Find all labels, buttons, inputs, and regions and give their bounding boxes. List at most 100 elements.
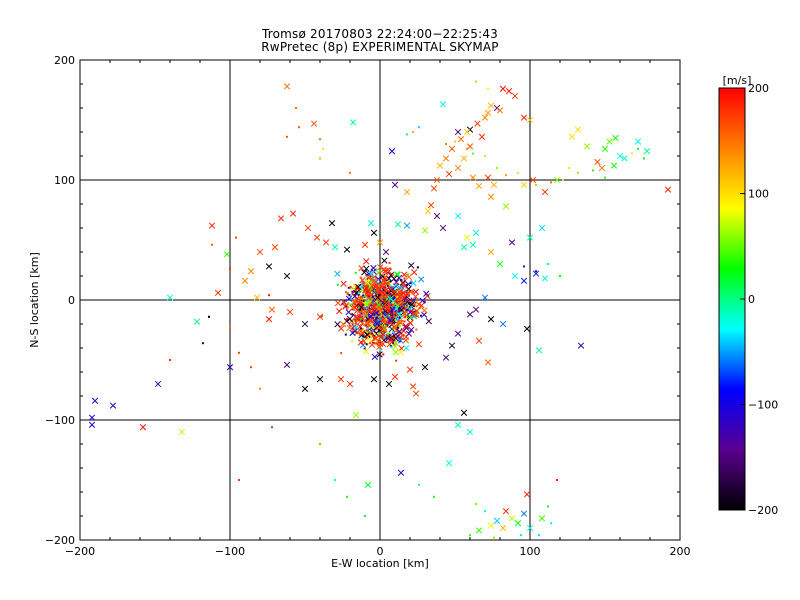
data-point-dot (363, 341, 366, 344)
data-point-dot (370, 274, 373, 277)
colorbar-tick-label: 100 (748, 188, 769, 201)
data-point-cross (387, 287, 395, 294)
data-point-cross (380, 325, 388, 333)
data-point-dot (362, 304, 365, 307)
data-point-cross (346, 315, 354, 323)
data-point-dot (358, 314, 361, 317)
data-point-cross (466, 428, 474, 436)
data-point-dot (345, 307, 348, 310)
data-point-cross (384, 312, 391, 319)
data-point-cross (469, 174, 477, 181)
data-point-cross (409, 383, 417, 390)
data-point-cross (484, 109, 492, 116)
data-point-dot (403, 320, 406, 323)
data-point-cross (345, 295, 353, 302)
data-point-cross (372, 335, 380, 342)
data-point-dot (365, 311, 368, 314)
data-point-cross (397, 469, 405, 476)
data-point-dot (386, 284, 389, 287)
data-point-dot (404, 315, 407, 318)
data-point-cross (386, 308, 393, 315)
data-point-dot (386, 334, 389, 337)
data-point-cross (520, 510, 528, 517)
data-point-cross (508, 239, 516, 246)
data-point-dot (394, 335, 397, 338)
data-point-dot (360, 295, 363, 298)
data-point-dot (378, 335, 381, 338)
data-point-cross (265, 263, 273, 270)
data-point-cross (427, 202, 435, 209)
data-point-cross (403, 222, 411, 229)
data-point-cross (616, 152, 624, 160)
data-point-cross (606, 138, 613, 145)
data-point-cross (349, 119, 357, 126)
data-point-cross (331, 244, 339, 251)
data-point-cross (178, 428, 186, 436)
data-point-dot (362, 297, 365, 300)
data-point-cross (214, 289, 222, 296)
data-point-dot (319, 443, 321, 445)
colorbar-ticks: 200 100 0 −100 −200 (740, 82, 778, 517)
data-point-cross (366, 306, 374, 314)
data-point-dot (229, 325, 231, 328)
data-point-cross (508, 515, 516, 522)
data-point-cross (346, 380, 354, 388)
data-point-cross (598, 164, 606, 172)
data-point-dot (395, 282, 398, 285)
data-point-cross (364, 481, 372, 488)
data-point-cross (390, 275, 398, 282)
data-point-cross (413, 307, 420, 315)
data-point-dot (366, 327, 369, 330)
data-point-cross (193, 318, 201, 325)
data-point-cross (487, 316, 495, 323)
data-point-cross (493, 517, 501, 524)
data-point-dot (391, 305, 394, 308)
data-point-dot (355, 286, 358, 289)
data-point-cross (410, 280, 417, 287)
data-point-cross (334, 321, 341, 328)
data-point-cross (340, 280, 347, 287)
data-point-dot (393, 296, 396, 299)
data-point-cross (361, 269, 368, 276)
data-point-dot (334, 479, 336, 481)
data-point-cross (380, 266, 388, 273)
data-point-dot (373, 342, 376, 345)
x-axis-ticks: −200 −100 0 100 200 (65, 60, 691, 558)
data-point-cross (475, 527, 483, 534)
data-point-cross (520, 277, 528, 284)
data-point-dot (377, 290, 380, 293)
data-point-cross (484, 359, 492, 366)
data-point-dot (535, 183, 537, 186)
data-point-dot (562, 179, 564, 181)
data-point-dot (419, 314, 422, 317)
data-point-dot (357, 290, 360, 293)
data-point-cross (375, 324, 382, 331)
data-point-dot (631, 152, 633, 155)
data-point-dot (378, 332, 381, 335)
data-point-cross (460, 155, 468, 162)
data-point-dot (577, 171, 579, 174)
data-point-cross (401, 310, 409, 317)
data-point-cross (621, 155, 628, 162)
colorbar-unit-label: [m/s] (723, 74, 752, 87)
data-point-dot (389, 280, 392, 283)
data-point-cross (541, 188, 549, 196)
data-point-cross (472, 229, 480, 236)
data-point-dot (405, 316, 408, 319)
data-point-cross (388, 148, 396, 155)
data-point-cross (415, 341, 423, 348)
data-point-dot (400, 329, 403, 332)
data-point-cross (454, 330, 462, 337)
data-point-dot (336, 283, 339, 286)
data-point-dot (381, 343, 384, 346)
data-point-dot (396, 295, 399, 298)
data-point-dot (362, 335, 365, 338)
data-point-dot (355, 323, 358, 326)
data-point-cross (353, 324, 360, 331)
data-point-dot (349, 171, 351, 174)
data-point-dot (364, 515, 366, 517)
data-point-dot (298, 126, 300, 129)
data-point-dot (319, 138, 321, 141)
data-point-dot (268, 294, 270, 297)
data-point-dot (382, 313, 385, 316)
